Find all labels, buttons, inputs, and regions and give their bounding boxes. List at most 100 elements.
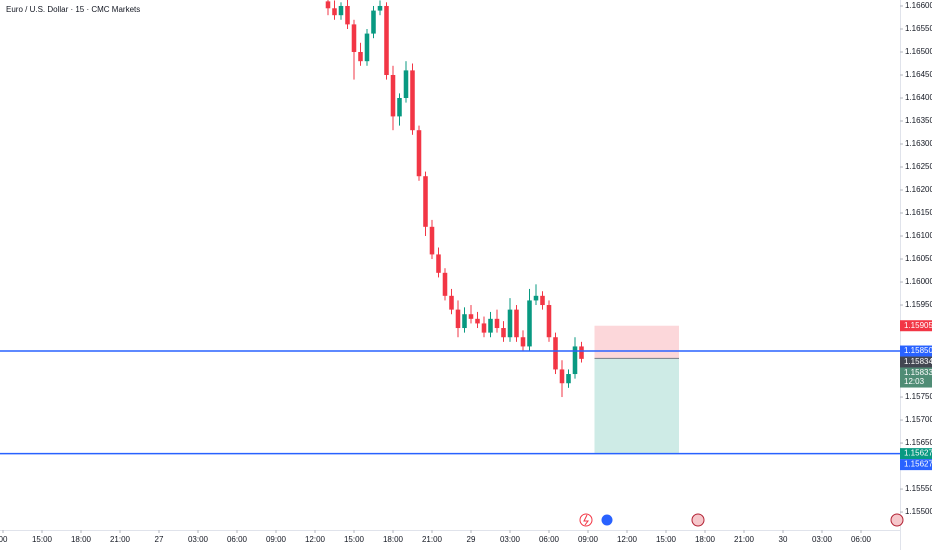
candle-body — [559, 369, 565, 384]
x-tick-label: 06:00 — [227, 535, 248, 544]
y-tick-label: 1.15650 — [905, 438, 932, 447]
candle-body — [416, 130, 422, 177]
event-icons — [579, 513, 904, 527]
candle-body — [358, 51, 363, 62]
candle-body — [423, 176, 428, 227]
candle-body — [403, 70, 409, 98]
event-icon — [691, 513, 705, 527]
y-tick-label: 1.16100 — [905, 231, 932, 240]
price-countdown: 12:03 — [904, 377, 925, 386]
candle-body — [325, 1, 331, 9]
event-icon — [600, 513, 614, 527]
y-tick-label: 1.16600 — [905, 1, 932, 10]
candle-body — [546, 305, 552, 338]
y-tick-label: 1.16250 — [905, 162, 932, 171]
x-tick-label: 12:00 — [617, 535, 638, 544]
candle-body — [384, 5, 389, 75]
x-tick-label: 30 — [779, 535, 788, 544]
candle-body — [442, 272, 448, 296]
candle-body — [514, 309, 519, 338]
candle-body — [338, 5, 344, 16]
stop-zone — [594, 325, 679, 359]
y-tick-label: 1.15700 — [905, 415, 932, 424]
x-tick-label: 09:00 — [578, 535, 599, 544]
candle-body — [566, 374, 571, 384]
price-label: 1.15627 — [904, 460, 932, 469]
y-tick-label: 1.15950 — [905, 300, 932, 309]
y-tick-label: 1.16200 — [905, 185, 932, 194]
price-label: 1.15834 — [904, 357, 932, 366]
x-tick-label: 21:00 — [734, 535, 755, 544]
price-label: 1.15833 — [904, 368, 932, 377]
candle-body — [579, 346, 584, 359]
x-tick-label: 06:00 — [851, 535, 872, 544]
price-label-bg — [900, 356, 932, 368]
candle-body — [371, 10, 376, 34]
price-label-bg — [900, 345, 932, 357]
position-tool — [594, 325, 679, 454]
candle-body — [332, 8, 337, 16]
price-label: 1.15627 — [904, 449, 932, 458]
x-tick-label: 03:00 — [812, 535, 833, 544]
price-label: 1.15905 — [904, 321, 932, 330]
x-tick-label: 21:00 — [110, 535, 131, 544]
candle-body — [527, 300, 532, 347]
x-tick-label: 29 — [467, 535, 476, 544]
y-tick-label: 1.16150 — [905, 208, 932, 217]
x-tick-label: 00 — [0, 535, 8, 544]
y-tick-label: 1.16400 — [905, 93, 932, 102]
y-tick-label: 1.16300 — [905, 139, 932, 148]
candle-body — [397, 97, 402, 117]
price-label: 1.15850 — [904, 346, 932, 355]
candle-body — [436, 254, 441, 273]
candle-body — [364, 33, 370, 62]
chart-title: Euro / U.S. Dollar · 15 · CMC Markets — [6, 5, 140, 14]
candle-body — [488, 318, 493, 333]
candle-body — [494, 318, 500, 329]
event-icon-glyph — [583, 514, 589, 526]
candle-body — [540, 295, 545, 306]
x-tick-label: 18:00 — [695, 535, 716, 544]
candle-body — [501, 328, 506, 338]
price-label-bg — [900, 320, 932, 332]
x-tick-label: 15:00 — [32, 535, 53, 544]
event-icon — [890, 513, 904, 527]
candle-body — [410, 70, 415, 131]
y-tick-label: 1.16550 — [905, 24, 932, 33]
candle-body — [507, 309, 513, 338]
x-tick-label: 18:00 — [71, 535, 92, 544]
y-tick-label: 1.16450 — [905, 70, 932, 79]
event-icon — [579, 513, 593, 527]
candle-body — [520, 337, 526, 347]
candle-body — [553, 337, 558, 370]
y-tick-label: 1.16350 — [905, 116, 932, 125]
y-tick-label: 1.16050 — [905, 254, 932, 263]
candle-body — [533, 295, 539, 301]
candle-body — [351, 24, 357, 52]
candle-body — [455, 309, 461, 329]
x-tick-label: 18:00 — [383, 535, 404, 544]
price-label-bg — [900, 459, 932, 471]
candle-body — [449, 295, 454, 310]
x-tick-label: 09:00 — [266, 535, 287, 544]
x-tick-label: 21:00 — [422, 535, 443, 544]
x-tick-label: 03:00 — [188, 535, 209, 544]
candle-body — [345, 5, 350, 25]
candle-body — [429, 226, 435, 255]
x-tick-label: 27 — [155, 535, 164, 544]
y-tick-label: 1.15750 — [905, 392, 932, 401]
candle-body — [390, 74, 396, 117]
x-tick-label: 12:00 — [305, 535, 326, 544]
candle-body — [475, 318, 480, 324]
y-tick-label: 1.16000 — [905, 277, 932, 286]
candle-body — [462, 314, 467, 329]
x-tick-label: 06:00 — [539, 535, 560, 544]
x-tick-label: 15:00 — [344, 535, 365, 544]
candle-body — [468, 314, 474, 319]
target-zone — [594, 358, 679, 454]
candle-body — [572, 346, 578, 375]
y-tick-label: 1.15550 — [905, 484, 932, 493]
y-tick-label: 1.16500 — [905, 47, 932, 56]
